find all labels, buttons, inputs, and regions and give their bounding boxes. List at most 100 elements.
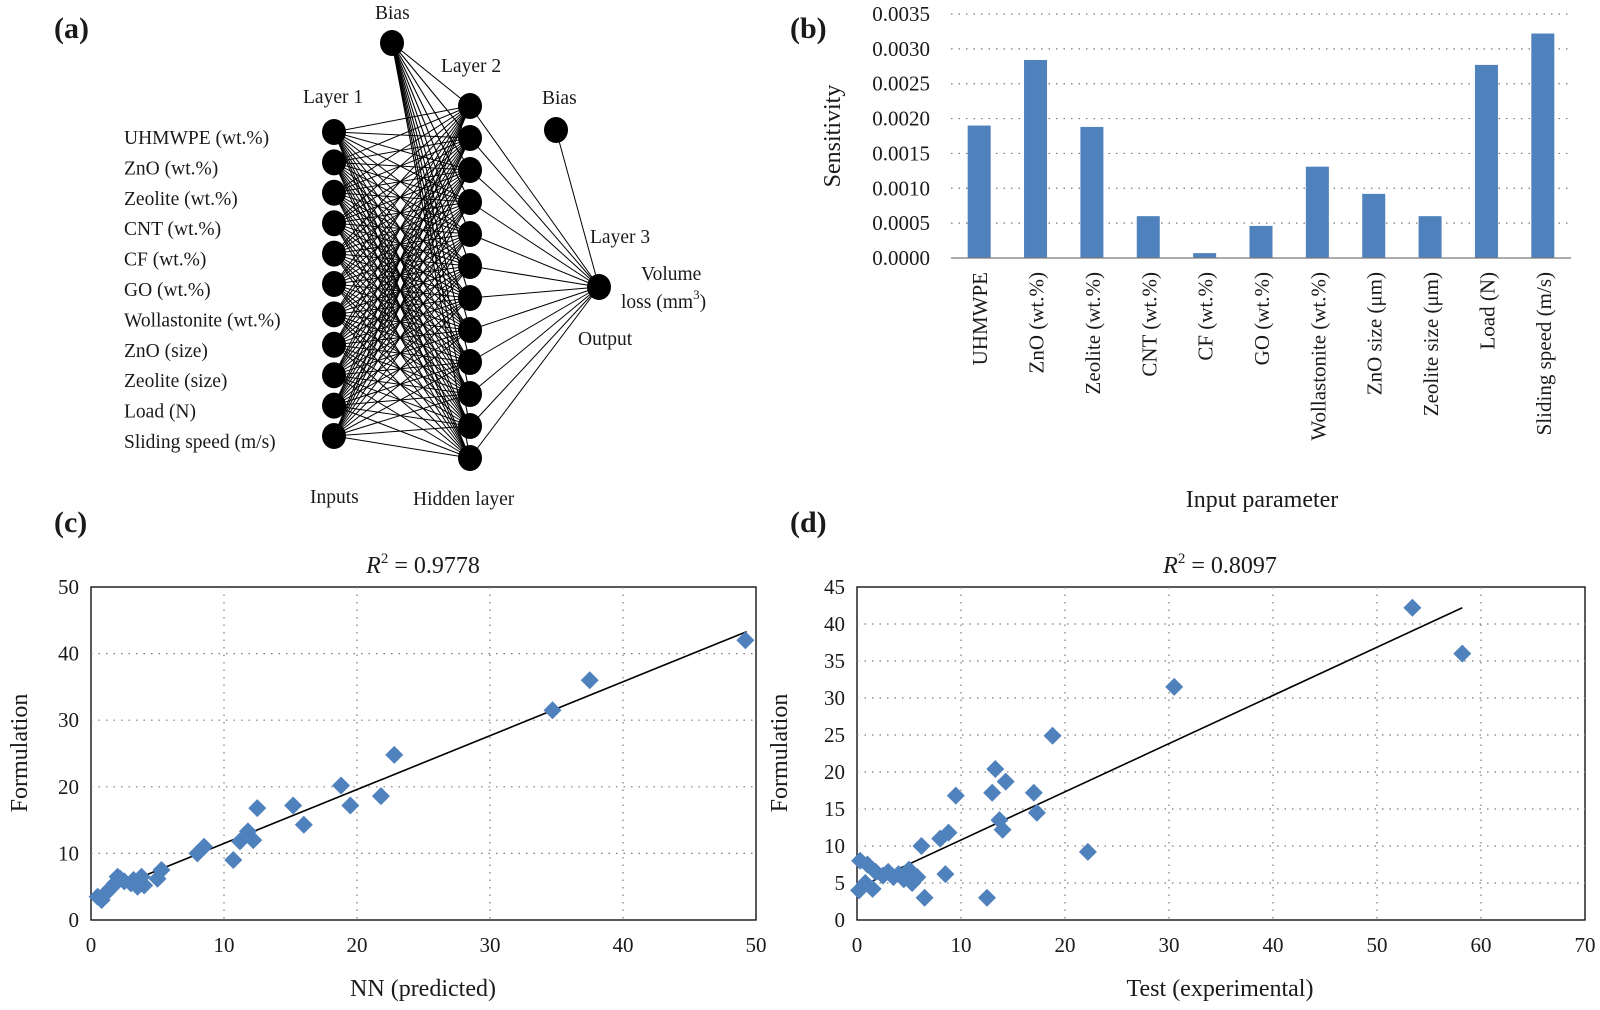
- connection-bias1-hidden1: [391, 42, 471, 107]
- connection-input10-hidden9: [333, 361, 471, 407]
- connection-hidden4-output: [469, 201, 600, 288]
- connection-input3-hidden10: [333, 192, 471, 395]
- panel-d-marker-20: [946, 786, 965, 805]
- connection-input4-hidden7: [333, 222, 471, 299]
- panel-c-x-tick-2: 20: [347, 933, 368, 957]
- panel-d-gridlines: [857, 587, 1585, 920]
- input-label-11: Sliding speed (m/s): [124, 432, 276, 453]
- connection-hidden8-output: [469, 286, 600, 331]
- connection-hidden6-output: [469, 265, 600, 288]
- connection-input5-hidden11: [333, 253, 471, 427]
- panel-b-x-tick-1: UHMWPE: [968, 272, 992, 365]
- connection-input11-hidden1: [333, 105, 471, 437]
- connection-input2-hidden7: [333, 162, 471, 299]
- connection-input4-hidden1: [333, 105, 471, 224]
- connection-hidden5-output: [469, 233, 600, 288]
- connection-input10-hidden8: [333, 329, 471, 407]
- panel-d-x-tick-6: 60: [1471, 933, 1492, 957]
- connection-input6-hidden5: [333, 233, 471, 285]
- panel-d-x-tick-4: 40: [1263, 933, 1284, 957]
- panel-c-marker-16: [152, 861, 171, 880]
- panel-d-y-tick-9: 45: [824, 575, 845, 599]
- panel-c-marker-18: [195, 837, 214, 856]
- connection-input3-hidden3: [333, 169, 471, 194]
- connection-input1-hidden4: [333, 131, 471, 203]
- panel-b-y-tick-5: 0.0025: [872, 72, 930, 96]
- panel-c-markers: [88, 631, 755, 910]
- panel-d-label: (d): [790, 506, 827, 539]
- panel-d-marker-28: [1027, 803, 1046, 822]
- panel-d-y-tick-4: 20: [824, 760, 845, 784]
- panel-c-y-tick-3: 30: [58, 708, 79, 732]
- panel-d-marker-22: [983, 783, 1002, 802]
- panel-b-y-tick-7: 0.0035: [872, 2, 930, 26]
- connection-input11-hidden9: [333, 361, 471, 437]
- input-label-2: ZnO (wt.%): [124, 158, 218, 179]
- connection-input4-hidden2: [333, 137, 471, 224]
- connection-input6-hidden12: [333, 283, 471, 459]
- panel-c-y-tick-labels: 0 10 20 30 40 50: [58, 575, 79, 932]
- network-connections: [333, 42, 600, 459]
- connection-input2-hidden2: [333, 137, 471, 163]
- panel-d-marker-19: [939, 823, 958, 842]
- connection-input3-hidden9: [333, 192, 471, 363]
- connection-input7-hidden8: [333, 313, 471, 331]
- connection-bias1-hidden11: [391, 42, 471, 427]
- connection-input6-hidden11: [333, 283, 471, 427]
- panel-d-marker-15: [912, 837, 931, 855]
- panel-c-marker-23: [248, 799, 267, 818]
- connection-input9-hidden9: [333, 361, 471, 376]
- connection-input2-hidden4: [333, 161, 471, 203]
- panel-c-y-tick-0: 0: [69, 908, 80, 932]
- panel-b-bar-5: [1193, 253, 1217, 258]
- hidden-neuron-12: [458, 445, 482, 471]
- input-label-3: Zeolite (wt.%): [124, 189, 238, 210]
- connection-input4-hidden11: [333, 222, 471, 427]
- input-neuron-9: [322, 362, 346, 389]
- panel-d-y-tick-3: 15: [824, 797, 845, 821]
- connection-input1-hidden2: [333, 131, 471, 139]
- connection-hidden3-output: [469, 169, 600, 288]
- panel-d-x-axis-title: Test (experimental): [1127, 976, 1314, 1002]
- input-neuron-5: [322, 240, 346, 267]
- output-neuron: [587, 274, 611, 300]
- panel-a-label: (a): [54, 12, 89, 45]
- connection-input6-hidden8: [333, 283, 471, 331]
- bias2-label: Bias: [542, 88, 577, 109]
- panel-c-y-tick-1: 10: [58, 841, 79, 865]
- panel-c-marker-26: [332, 776, 351, 795]
- panel-c-marker-22: [244, 831, 263, 850]
- panel-b-x-tick-5: CF (wt.%): [1194, 272, 1218, 361]
- panel-d-x-tick-5: 50: [1367, 933, 1388, 957]
- panel-b-x-tick-labels: UHMWPE ZnO (wt.%) Zeolite (wt.%) CNT (wt.%)…: [968, 272, 1556, 441]
- panel-d-marker-5: [863, 879, 882, 898]
- connection-input5-hidden5: [333, 233, 471, 255]
- input-neuron-10: [322, 392, 346, 419]
- panel-c-marker-19: [224, 851, 243, 870]
- input-label-7: Wollastonite (wt.%): [124, 310, 281, 331]
- hidden-neuron-10: [458, 381, 482, 407]
- connection-input1-hidden3: [333, 131, 471, 171]
- panel-d-x-tick-3: 30: [1159, 933, 1180, 957]
- panel-d-marker-29: [1043, 726, 1062, 745]
- input-neuron-7: [322, 301, 346, 328]
- input-label-10: Load (N): [124, 402, 196, 423]
- connection-input11-hidden11: [333, 425, 471, 437]
- input-variable-labels: UHMWPE (wt.%) ZnO (wt.%) Zeolite (wt.%) CNT…: [124, 128, 281, 453]
- input-neuron-3: [322, 179, 346, 206]
- connection-input9-hidden7: [333, 297, 471, 376]
- panel-b-x-tick-9: Zeolite size (μm): [1419, 272, 1443, 416]
- input-label-8: ZnO (size): [124, 341, 208, 362]
- connection-input10-hidden11: [333, 405, 471, 427]
- hidden-layer-title: Hidden layer: [413, 489, 515, 510]
- connection-input7-hidden7: [333, 297, 471, 315]
- connection-bias1-hidden10: [391, 42, 471, 395]
- connection-input4-hidden10: [333, 222, 471, 395]
- panel-b-label: (b): [790, 12, 827, 45]
- input-label-1: UHMWPE (wt.%): [124, 128, 269, 149]
- connection-input7-hidden1: [333, 105, 471, 315]
- panel-d-marker-21: [978, 888, 996, 907]
- hidden-neuron-3: [458, 157, 482, 183]
- connection-hidden9-output: [469, 286, 600, 363]
- hidden-neuron-7: [458, 285, 482, 311]
